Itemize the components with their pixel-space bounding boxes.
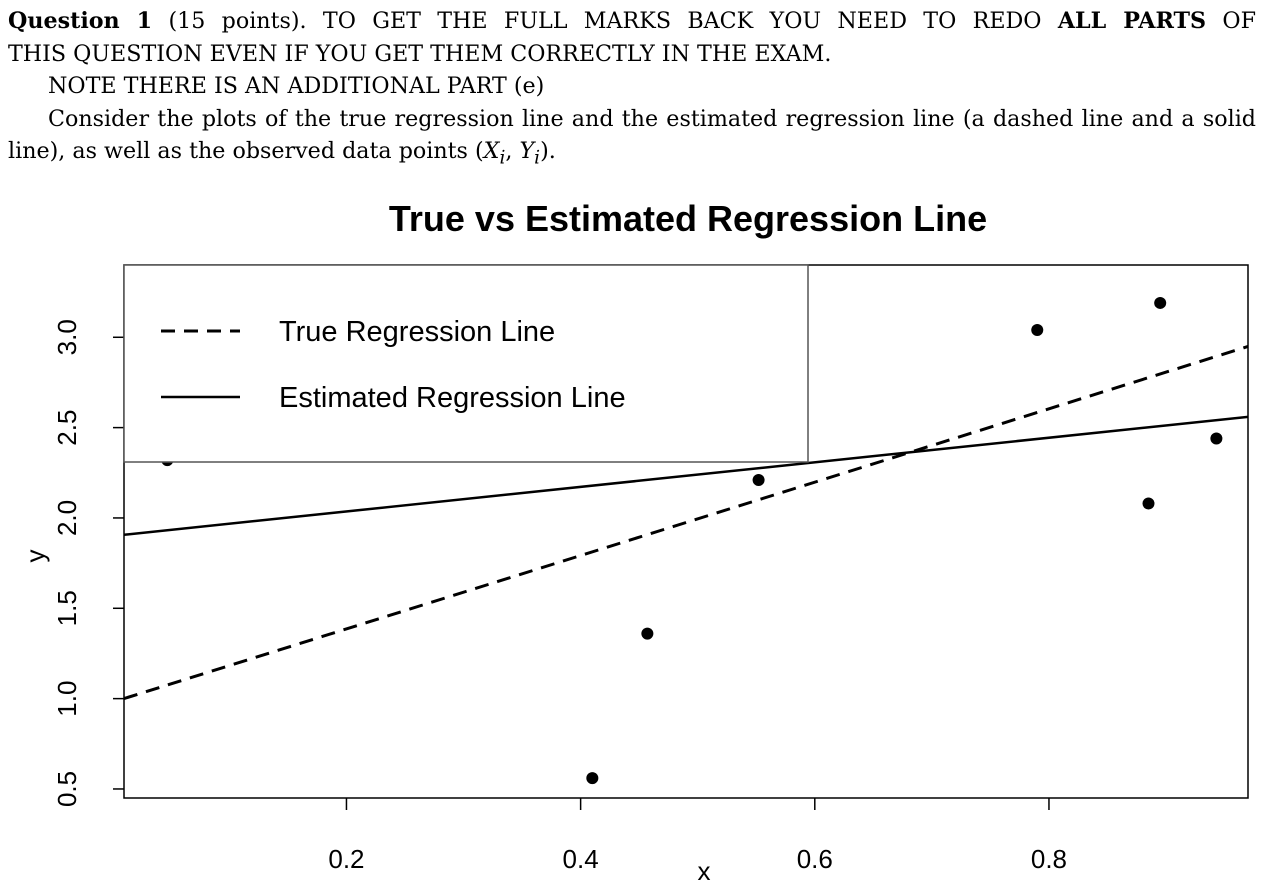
- question-heading: Question 1: [8, 8, 153, 34]
- legend-label: Estimated Regression Line: [279, 382, 626, 414]
- instruction-line-2: THIS QUESTION EVEN IF YOU GET THEM CORRE…: [8, 40, 832, 67]
- question-text: Question 1 (15 points). TO GET THE FULL …: [8, 5, 1256, 175]
- math-y-sub: i: [534, 147, 541, 169]
- x-tick-label: 0.6: [797, 844, 833, 874]
- x-tick-label: 0.8: [1031, 844, 1067, 874]
- data-point: [1142, 497, 1155, 510]
- x-tick-label: 0.4: [563, 844, 599, 874]
- consider-line-2-prefix: line), as well as the observed data poin…: [8, 138, 484, 164]
- y-tick-label: 1.5: [52, 590, 82, 626]
- y-axis: 0.5 1.0 1.5 2.0 2.5 3.0: [52, 319, 124, 807]
- consider-line-2-suffix: ).: [540, 138, 556, 164]
- consider-line-2: line), as well as the observed data poin…: [8, 135, 1256, 175]
- y-tick-label: 0.5: [52, 771, 82, 807]
- x-tick-label: 0.2: [328, 844, 364, 874]
- y-tick-label: 2.0: [52, 500, 82, 536]
- y-tick-label: 1.0: [52, 681, 82, 717]
- note-line: NOTE THERE IS AN ADDITIONAL PART (e): [48, 73, 545, 99]
- question-line-1: Question 1 (15 points). TO GET THE FULL …: [8, 5, 1256, 38]
- instruction-part-1: TO GET THE FULL MARKS BACK YOU NEED TO R…: [306, 8, 1058, 34]
- estimated-regression-line: [124, 415, 1248, 537]
- math-comma: ,: [505, 138, 520, 164]
- x-axis-label: x: [698, 856, 711, 886]
- regression-lines: [124, 345, 1248, 701]
- data-point: [641, 627, 654, 640]
- math-x-sub: i: [499, 147, 506, 169]
- data-point: [1154, 296, 1167, 309]
- instruction-part-2: OF: [1206, 8, 1256, 34]
- legend-label: True Regression Line: [279, 316, 555, 348]
- y-axis-label: y: [20, 550, 50, 563]
- math-y: Y: [519, 138, 535, 164]
- true-regression-line: [124, 345, 1248, 701]
- x-axis: 0.2 0.4 0.6 0.8: [328, 798, 1067, 874]
- data-point: [586, 772, 599, 785]
- data-point: [1210, 432, 1223, 445]
- y-tick-label: 3.0: [52, 319, 82, 355]
- instruction-bold: ALL PARTS: [1057, 8, 1207, 34]
- legend: True Regression Line Estimated Regression…: [123, 264, 809, 463]
- regression-chart: True vs Estimated Regression Line 0.5 1.0…: [20, 198, 1249, 886]
- data-point: [752, 474, 765, 487]
- legend-box: [123, 264, 809, 463]
- chart-title: True vs Estimated Regression Line: [389, 198, 987, 239]
- y-tick-label: 2.5: [52, 410, 82, 446]
- question-points: (15 points).: [168, 8, 307, 34]
- math-x: X: [483, 138, 500, 164]
- consider-line-1: Consider the plots of the true regressio…: [48, 105, 1256, 132]
- data-point: [1031, 324, 1044, 337]
